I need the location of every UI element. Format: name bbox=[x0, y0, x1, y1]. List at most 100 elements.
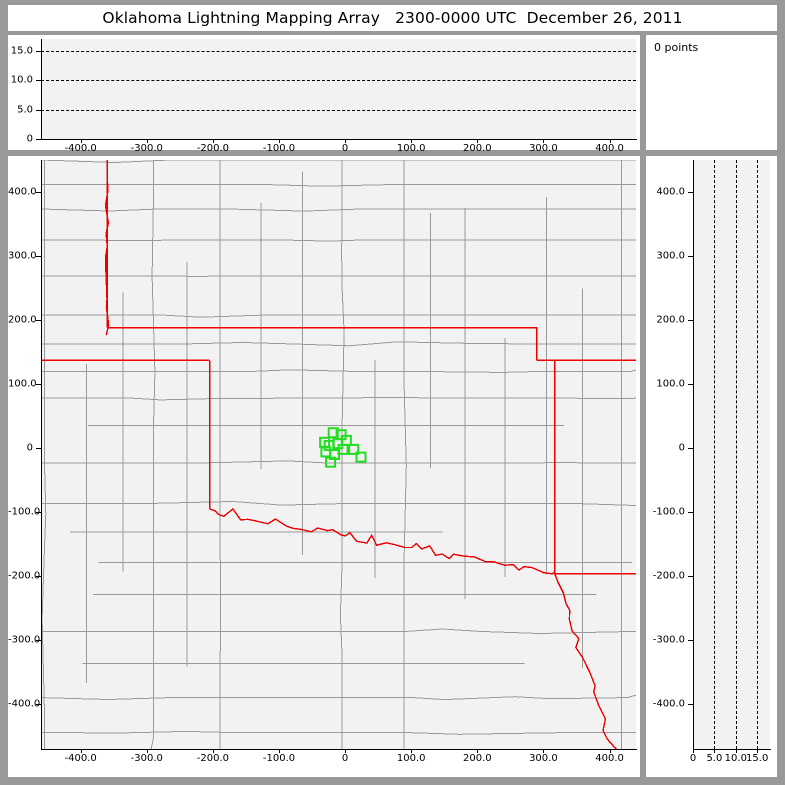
y-axis-tick bbox=[36, 80, 41, 82]
map-x-axis-tick bbox=[345, 749, 347, 753]
x-axis-tick-label: 300.0 bbox=[529, 143, 558, 154]
x-axis-tick bbox=[212, 139, 214, 143]
right-y-axis-line bbox=[693, 160, 694, 750]
map-y-axis-tick bbox=[36, 704, 41, 706]
map-y-axis-tick-label: 100.0 bbox=[8, 378, 37, 390]
page-title: Oklahoma Lightning Mapping Array 2300-00… bbox=[102, 9, 683, 27]
x-axis-tick bbox=[609, 139, 611, 143]
map-x-axis-tick bbox=[477, 749, 479, 753]
map-x-axis-tick bbox=[543, 749, 545, 753]
map-y-axis-tick bbox=[36, 512, 41, 514]
map-x-axis-tick bbox=[80, 749, 82, 753]
gridline-x-15 bbox=[757, 160, 759, 749]
right-x-axis-line bbox=[693, 749, 771, 750]
gridline-x-10 bbox=[735, 160, 737, 749]
right-y-axis-tick bbox=[688, 576, 693, 578]
x-axis-tick-label: 100.0 bbox=[396, 143, 426, 154]
map-x-axis-tick-label: 300.0 bbox=[529, 753, 558, 764]
right-y-axis-tick-label: -300.0 bbox=[652, 634, 685, 646]
y-axis-tick bbox=[36, 50, 41, 52]
map-y-axis-tick-label: -200.0 bbox=[8, 570, 41, 582]
right-x-axis-tick-label: 10.0 bbox=[724, 753, 747, 764]
map-y-axis-tick-label: 300.0 bbox=[8, 250, 37, 262]
right-x-axis-tick-label: 15.0 bbox=[746, 753, 769, 764]
map-y-axis-tick bbox=[36, 256, 41, 257]
gridline-y-15 bbox=[41, 50, 636, 52]
map-y-axis-tick-label: -100.0 bbox=[8, 506, 41, 518]
station-marker-group bbox=[319, 427, 367, 468]
map-x-axis-tick-label: -300.0 bbox=[130, 753, 163, 764]
map-x-axis-tick-label: 100.0 bbox=[396, 753, 426, 764]
map-y-axis-tick-label: 0 bbox=[26, 442, 33, 454]
right-x-axis-tick bbox=[757, 749, 759, 753]
right-y-axis-tick bbox=[688, 512, 693, 514]
map-y-axis-tick bbox=[36, 576, 41, 578]
map-x-axis-tick-label: 400.0 bbox=[595, 753, 624, 764]
right-y-axis-tick-label: 100.0 bbox=[656, 378, 685, 390]
lma-station-marker bbox=[325, 456, 337, 468]
x-axis-tick bbox=[279, 139, 280, 143]
map-x-axis-tick-label: 200.0 bbox=[462, 753, 492, 764]
map-y-axis-tick bbox=[36, 192, 41, 193]
height-north-plot-area[interactable] bbox=[693, 160, 770, 749]
map-x-axis-line bbox=[41, 749, 637, 750]
right-y-axis-tick-label: -400.0 bbox=[652, 698, 685, 710]
right-y-axis-tick-label: 200.0 bbox=[656, 314, 685, 326]
right-y-axis-tick bbox=[688, 448, 693, 450]
point-count-panel: 0 points bbox=[646, 35, 777, 150]
time-height-plot-area[interactable] bbox=[41, 39, 636, 139]
right-y-axis-tick bbox=[688, 640, 693, 642]
right-x-axis-tick-label: 5.0 bbox=[706, 753, 723, 764]
right-y-axis-tick bbox=[688, 320, 693, 322]
gridline-x-5 bbox=[714, 160, 716, 749]
status-points-count: 0 points bbox=[654, 41, 699, 54]
plan-view-map-panel[interactable]: -400.0 -300.0 -200.0 -100.0 0 100.0 200.0 300.0… bbox=[8, 156, 640, 777]
x-axis-tick-label: -200.0 bbox=[196, 143, 230, 154]
county-borders bbox=[41, 160, 636, 749]
y-axis-tick-label: 5.0 bbox=[17, 104, 33, 116]
x-axis-tick bbox=[477, 139, 479, 143]
map-x-axis-tick-label: -400.0 bbox=[64, 753, 97, 764]
height-north-panel[interactable]: -400.0 -300.0 -200.0 -100.0 0 100.0 200.0 300.0… bbox=[646, 156, 777, 777]
map-y-axis-tick-label: 200.0 bbox=[8, 314, 37, 326]
y-axis-tick-label: 0 bbox=[26, 133, 33, 145]
map-x-axis-tick bbox=[609, 749, 611, 753]
right-x-axis-tick bbox=[693, 749, 694, 753]
map-x-axis-tick-label: -100.0 bbox=[262, 753, 296, 764]
gridline-y-10 bbox=[41, 80, 636, 82]
map-plot-area[interactable] bbox=[41, 160, 636, 749]
right-y-axis-tick-label: 400.0 bbox=[656, 186, 685, 198]
right-y-axis-tick-label: 300.0 bbox=[656, 250, 685, 262]
map-geography bbox=[41, 160, 636, 749]
map-y-axis-line bbox=[41, 160, 42, 750]
x-axis-tick-label: -300.0 bbox=[130, 143, 163, 154]
map-x-axis-tick-label: -200.0 bbox=[196, 753, 230, 764]
right-y-axis-tick bbox=[688, 704, 693, 706]
y-axis-tick bbox=[36, 139, 41, 140]
x-axis-tick-label: 400.0 bbox=[595, 143, 624, 154]
map-y-axis-tick bbox=[36, 640, 41, 642]
lma-station-marker bbox=[327, 427, 339, 439]
x-axis-tick bbox=[411, 139, 413, 143]
state-borders bbox=[41, 160, 636, 749]
y-axis-tick-label: 10.0 bbox=[10, 74, 33, 86]
time-height-panel[interactable]: 0 5.0 10.0 15.0 -400.0 -300.0 -200.0 -100.0 0 100… bbox=[8, 35, 640, 154]
x-axis-line bbox=[41, 139, 637, 140]
x-axis-tick-label: 0 bbox=[341, 143, 349, 154]
right-x-axis-tick bbox=[714, 749, 716, 753]
right-y-axis-tick bbox=[688, 192, 693, 193]
right-x-axis-tick-label: 0 bbox=[689, 753, 697, 764]
gridline-y-5 bbox=[41, 109, 636, 111]
right-y-axis-tick-label: -200.0 bbox=[652, 570, 685, 582]
map-y-axis-tick-label: 400.0 bbox=[8, 186, 37, 198]
map-x-axis-tick bbox=[212, 749, 214, 753]
right-y-axis-tick bbox=[688, 256, 693, 257]
lma-station-marker bbox=[355, 451, 367, 463]
x-axis-tick-label: -400.0 bbox=[64, 143, 97, 154]
map-y-axis-tick-label: -300.0 bbox=[8, 634, 41, 646]
right-x-axis-tick bbox=[735, 749, 737, 753]
x-axis-tick-label: -100.0 bbox=[262, 143, 296, 154]
y-axis-line bbox=[41, 39, 42, 140]
y-axis-tick-label: 15.0 bbox=[10, 45, 33, 57]
